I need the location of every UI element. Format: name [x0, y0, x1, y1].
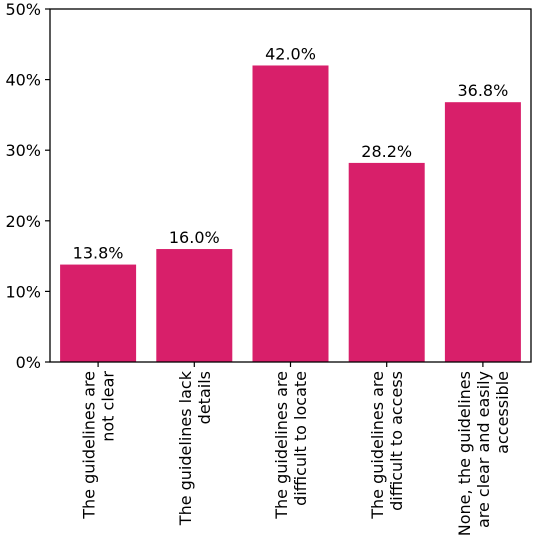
bar [60, 264, 137, 362]
data-labels-group: 13.8% 16.0% 42.0% 28.2% 36.8% [73, 44, 509, 262]
bar-value-label: 42.0% [265, 44, 316, 63]
x-category-label: The guidelines lackdetails [176, 370, 214, 526]
x-category-label-line: accessible [493, 371, 512, 454]
x-category-label-line: are clear and easily [474, 371, 493, 528]
y-tick-label: 50% [5, 0, 41, 19]
x-category-label: The guidelines aredifficult to access [368, 371, 406, 520]
x-category-label-line: The guidelines are [368, 371, 387, 520]
y-tick-label: 40% [5, 71, 41, 90]
x-category-label-line: The guidelines are [80, 371, 99, 520]
x-category-label-line: The guidelines are [272, 371, 291, 520]
x-axis: The guidelines arenot clear The guideline… [80, 362, 512, 536]
bar [348, 162, 425, 362]
bar [444, 102, 521, 362]
y-tick-label: 0% [16, 353, 41, 372]
bar [156, 249, 233, 362]
x-category-label-line: difficult to locate [291, 371, 310, 506]
plot-frame [49, 8, 532, 363]
x-category-label: The guidelines aredifficult to locate [272, 371, 310, 520]
bar-value-label: 16.0% [169, 228, 220, 247]
bar-value-label: 13.8% [73, 244, 124, 263]
x-category-label: None, the guidelinesare clear and easily… [455, 371, 512, 536]
y-tick-label: 10% [5, 282, 41, 301]
x-category-label-line: difficult to access [387, 371, 406, 511]
x-category-label-line: not clear [99, 371, 118, 442]
x-category-label: The guidelines arenot clear [80, 371, 118, 520]
x-category-label-line: None, the guidelines [455, 371, 474, 536]
bar [252, 65, 329, 362]
bars-group [60, 65, 521, 362]
bar-value-label: 28.2% [361, 142, 412, 161]
y-tick-label: 30% [5, 141, 41, 160]
y-tick-label: 20% [5, 212, 41, 231]
y-axis: 0% 10% 20% 30% 40% 50% [5, 0, 50, 372]
x-category-label-line: details [195, 371, 214, 424]
bar-value-label: 36.8% [457, 81, 508, 100]
x-category-label-line: The guidelines lack [176, 370, 195, 526]
